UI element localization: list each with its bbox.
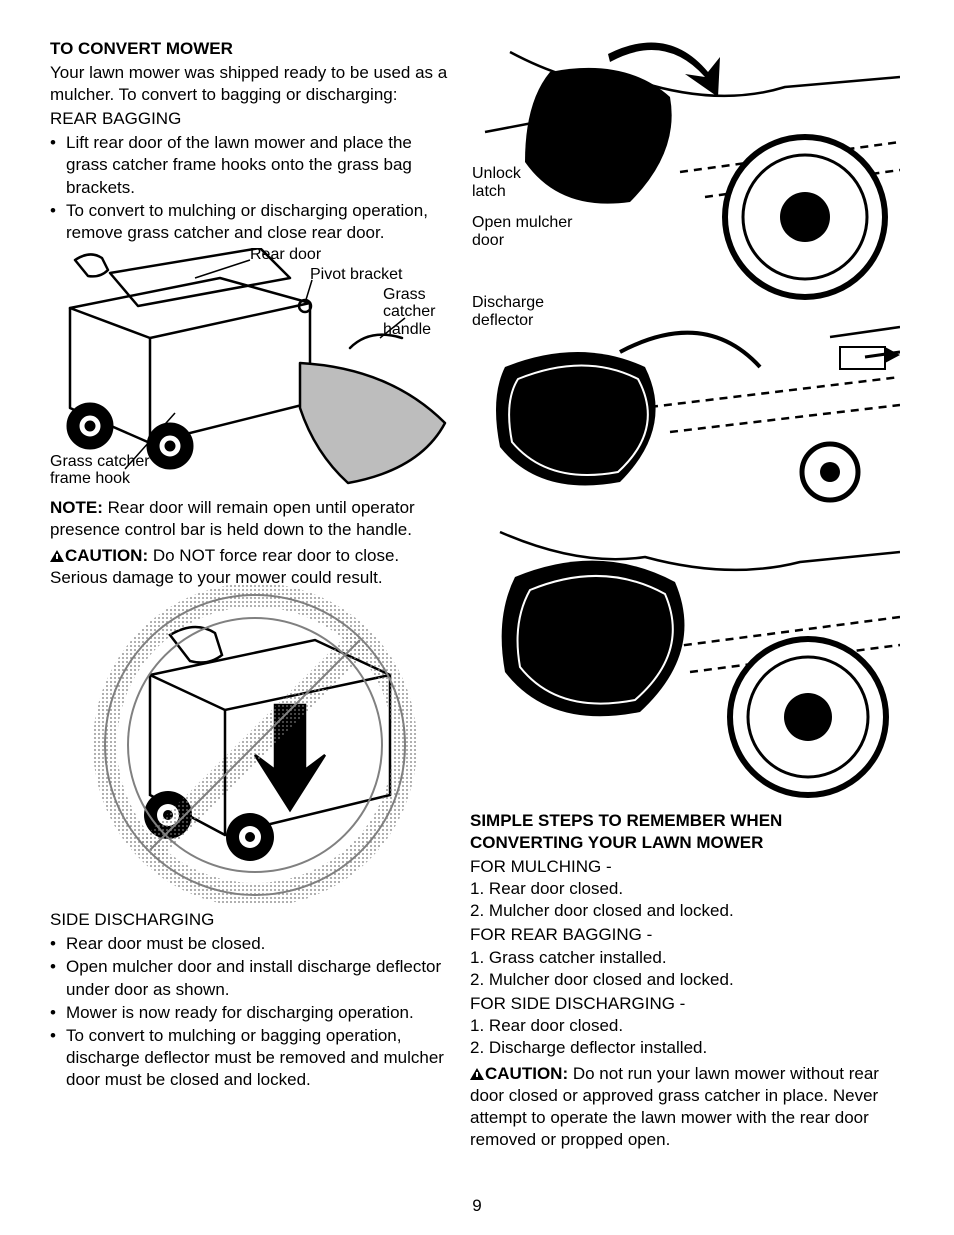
mulching-steps: Rear door closed. Mulcher door closed an…	[470, 878, 904, 922]
callout-label: Rear door	[250, 246, 321, 264]
section-title: TO CONVERT MOWER	[50, 38, 450, 60]
figure-mulcher-sequence: Unlock latch Open mulcher door Discharge…	[470, 42, 904, 802]
list-item: Discharge deflector installed.	[470, 1037, 904, 1059]
page-number: 9	[472, 1195, 481, 1217]
list-item: Open mulcher door and install discharge …	[66, 956, 450, 1000]
side-discharging-list: Rear door must be closed. Open mulcher d…	[50, 933, 450, 1091]
warning-triangle-icon	[470, 1068, 484, 1080]
list-item: Rear door closed.	[470, 878, 904, 900]
list-item: Mulcher door closed and locked.	[470, 900, 904, 922]
rear-bagging-heading-right: FOR REAR BAGGING -	[470, 924, 904, 946]
callout-label: Discharge deflector	[472, 294, 562, 329]
callout-label: Unlock latch	[472, 165, 542, 200]
figure-prohibition	[50, 585, 450, 905]
list-item: Lift rear door of the lawn mower and pla…	[66, 132, 450, 198]
list-item: Rear door must be closed.	[66, 933, 450, 955]
caution-prefix: CAUTION:	[485, 1064, 568, 1083]
caution: CAUTION: Do NOT force rear door to close…	[50, 545, 450, 589]
list-item: Mower is now ready for discharging opera…	[66, 1002, 450, 1024]
side-discharging-steps: Rear door closed. Discharge deflector in…	[470, 1015, 904, 1059]
caution-prefix: CAUTION:	[65, 546, 148, 565]
callout-label: Grass catcher frame hook	[50, 453, 180, 488]
list-item: To convert to mulching or bagging operat…	[66, 1025, 450, 1091]
rear-bagging-steps: Grass catcher installed. Mulcher door cl…	[470, 947, 904, 991]
note-text: Rear door will remain open until operato…	[50, 498, 415, 539]
callout-label: Pivot bracket	[310, 266, 402, 284]
list-item: Rear door closed.	[470, 1015, 904, 1037]
caution-right: CAUTION: Do not run your lawn mower with…	[470, 1063, 904, 1151]
side-discharging-heading-right: FOR SIDE DISCHARGING -	[470, 993, 904, 1015]
note-prefix: NOTE:	[50, 498, 103, 517]
callout-label: Grass catcher handle	[383, 286, 453, 339]
intro-paragraph: Your lawn mower was shipped ready to be …	[50, 62, 450, 106]
mulching-heading: FOR MULCHING -	[470, 856, 904, 878]
list-item: Mulcher door closed and locked.	[470, 969, 904, 991]
warning-triangle-icon	[50, 550, 64, 562]
list-item: To convert to mulching or discharging op…	[66, 200, 450, 244]
rear-bagging-heading: REAR BAGGING	[50, 108, 450, 130]
simple-steps-title: SIMPLE STEPS TO REMEMBER WHEN CONVERTING…	[470, 810, 904, 854]
note: NOTE: Rear door will remain open until o…	[50, 497, 450, 541]
side-discharging-heading: SIDE DISCHARGING	[50, 909, 450, 931]
figure-grass-catcher: Rear door Pivot bracket Grass catcher ha…	[50, 248, 450, 493]
list-item: Grass catcher installed.	[470, 947, 904, 969]
rear-bagging-list: Lift rear door of the lawn mower and pla…	[50, 132, 450, 243]
callout-label: Open mulcher door	[472, 214, 582, 249]
